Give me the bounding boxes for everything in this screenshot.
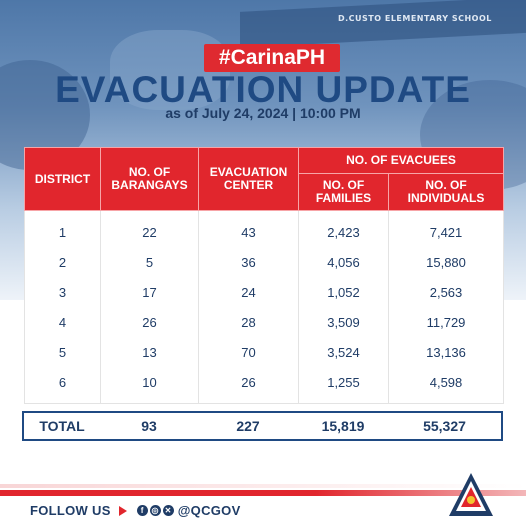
cell-district: 1	[24, 210, 101, 247]
cell-families: 2,423	[298, 210, 389, 247]
cell-individuals: 2,563	[387, 277, 505, 307]
cell-center: 70	[198, 337, 299, 367]
cell-families: 3,524	[298, 337, 389, 367]
table-row: 4 26 28 3,509 11,729	[24, 307, 505, 337]
cell-individuals: 11,729	[387, 307, 505, 337]
table-row: 6 10 26 1,255 4,598	[24, 367, 505, 404]
cell-barangays: 5	[100, 247, 199, 277]
cell-district: 4	[24, 307, 101, 337]
instagram-icon[interactable]: ◎	[149, 505, 161, 516]
col-evacuation-center: EVACUATION CENTER	[198, 147, 299, 211]
cell-center: 43	[198, 210, 299, 247]
cell-center: 26	[198, 367, 299, 404]
timestamp: as of July 24, 2024 | 10:00 PM	[165, 105, 361, 121]
cell-district: 6	[24, 367, 101, 404]
cell-families: 1,255	[298, 367, 389, 404]
col-individuals: NO. OF INDIVIDUALS	[387, 173, 505, 211]
social-handle[interactable]: @QCGOV	[177, 503, 241, 518]
hashtag-badge: #CarinaPH	[204, 44, 340, 72]
total-families: 15,819	[321, 418, 365, 434]
cell-barangays: 17	[100, 277, 199, 307]
cell-families: 3,509	[298, 307, 389, 337]
table-row: 3 17 24 1,052 2,563	[24, 277, 505, 307]
cell-families: 4,056	[298, 247, 389, 277]
cell-individuals: 7,421	[387, 210, 505, 247]
school-sign: D.CUSTO ELEMENTARY SCHOOL	[338, 14, 492, 23]
cell-district: 5	[24, 337, 101, 367]
page-title: EVACUATION UPDATE	[55, 69, 471, 110]
cell-district: 2	[24, 247, 101, 277]
col-district: DISTRICT	[24, 147, 101, 211]
cell-individuals: 15,880	[387, 247, 505, 277]
total-barangays: 93	[141, 418, 157, 434]
col-group-evacuees: NO. OF EVACUEES	[297, 146, 505, 175]
total-individuals: 55,327	[423, 418, 466, 434]
school-building-photo	[240, 0, 526, 48]
total-row: TOTAL 93 227 15,819 55,327	[22, 411, 503, 441]
quezon-city-seal-icon	[449, 473, 493, 516]
follow-us: FOLLOW US f ◎ ✕ @QCGOV	[30, 503, 241, 518]
cell-barangays: 10	[100, 367, 199, 404]
col-families: NO. OF FAMILIES	[298, 173, 389, 211]
cell-individuals: 13,136	[387, 337, 505, 367]
col-barangays: NO. OF BARANGAYS	[100, 147, 199, 211]
social-icons: f ◎ ✕	[136, 505, 176, 516]
cell-individuals: 4,598	[387, 367, 505, 404]
footer-divider-light	[0, 484, 526, 488]
table-row: 2 5 36 4,056 15,880	[24, 247, 505, 277]
facebook-icon[interactable]: f	[136, 505, 148, 516]
table-row: 5 13 70 3,524 13,136	[24, 337, 505, 367]
cell-barangays: 26	[100, 307, 199, 337]
cell-center: 28	[198, 307, 299, 337]
cell-families: 1,052	[298, 277, 389, 307]
cell-center: 36	[198, 247, 299, 277]
cell-barangays: 13	[100, 337, 199, 367]
evacuation-table: DISTRICT NO. OF BARANGAYS EVACUATION CEN…	[24, 146, 505, 404]
cell-center: 24	[198, 277, 299, 307]
table-row: 1 22 43 2,423 7,421	[24, 210, 505, 247]
x-icon[interactable]: ✕	[162, 505, 174, 516]
follow-label: FOLLOW US	[30, 503, 111, 518]
cell-barangays: 22	[100, 210, 199, 247]
footer-divider	[0, 490, 526, 496]
total-label: TOTAL	[39, 418, 85, 434]
cell-district: 3	[24, 277, 101, 307]
play-arrow-icon	[118, 505, 127, 516]
total-center: 227	[236, 418, 260, 434]
